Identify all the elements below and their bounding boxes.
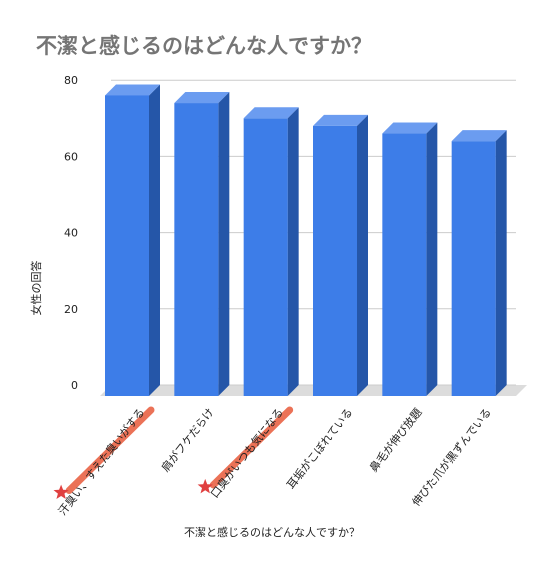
bar: [451, 141, 496, 396]
y-axis-title: 女性の回答: [30, 260, 43, 316]
x-axis-title: 不潔と感じるのはどんな人ですか？: [184, 526, 360, 539]
x-tick-label: 口臭がいつも気になる: [207, 405, 286, 500]
bar-top: [105, 84, 160, 96]
bar-side: [357, 114, 368, 397]
y-tick-label: 20: [64, 303, 78, 316]
bar-side: [149, 84, 160, 396]
x-tick-label: 肩がフケだらけ: [158, 405, 216, 474]
bar: [313, 125, 357, 397]
y-tick-label: 40: [64, 227, 78, 240]
label-highlight-stroke: [209, 406, 294, 489]
bar-side: [495, 130, 507, 396]
x-tick-label: 伸びた爪が黒ずんでいる: [409, 405, 494, 509]
bar-top: [174, 92, 230, 104]
y-tick-label: 80: [64, 74, 78, 87]
bar-side: [426, 122, 438, 396]
bar: [174, 103, 219, 396]
x-tick-label: 汗臭い、すえた臭いがする: [55, 405, 147, 518]
bar-side: [287, 107, 299, 397]
star-icon: [53, 484, 69, 499]
x-tick-label: 鼻毛が伸び放題: [366, 405, 424, 474]
y-tick-label: 0: [71, 379, 78, 392]
label-highlight-stroke: [65, 406, 155, 495]
star-icon: [197, 478, 213, 494]
y-tick-label: 60: [64, 150, 78, 163]
bar-side: [218, 92, 230, 396]
bar: [243, 118, 288, 397]
chart-title: 不潔と感じるのはどんな人ですか？: [36, 34, 372, 58]
bar-top: [313, 114, 368, 126]
bar-top: [243, 107, 299, 119]
bar: [382, 133, 427, 397]
bar-top: [451, 130, 507, 142]
x-tick-label: 耳垢がこぼれている: [284, 405, 356, 491]
bar: [105, 95, 149, 396]
bar-top: [382, 122, 438, 134]
